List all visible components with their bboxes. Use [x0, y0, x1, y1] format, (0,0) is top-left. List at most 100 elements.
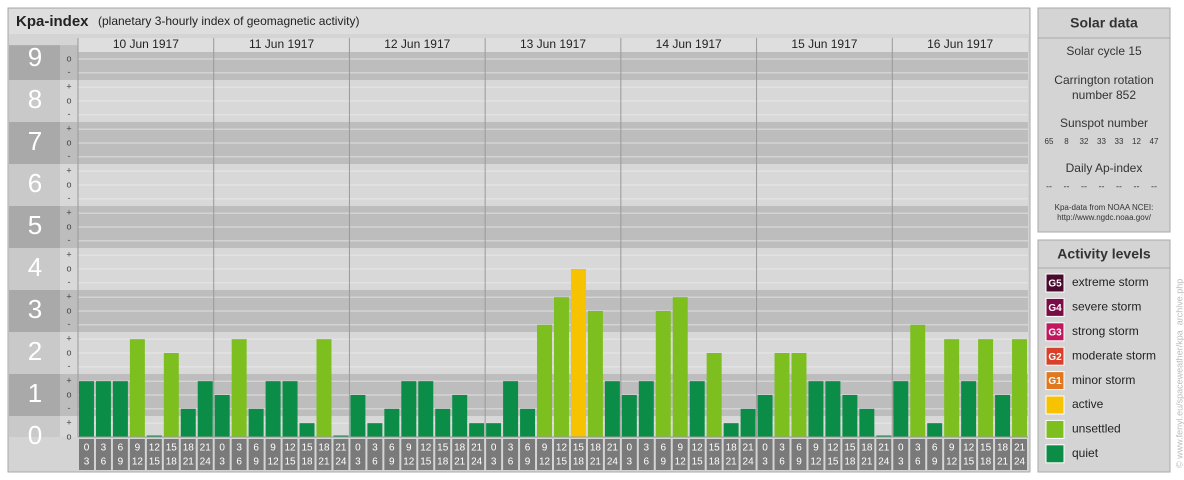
minor-tick-label: -	[68, 109, 71, 119]
hour-start: 9	[270, 443, 276, 454]
hour-start: 18	[318, 443, 330, 454]
y-tick-label: 1	[28, 378, 42, 408]
label-band	[9, 416, 60, 437]
minor-tick-label: +	[66, 166, 71, 176]
hour-end: 6	[779, 457, 785, 468]
day-label: 16 Jun 1917	[927, 37, 993, 51]
ap-value: --	[1046, 181, 1052, 191]
hour-start: 18	[997, 443, 1009, 454]
hour-end: 21	[590, 457, 602, 468]
hour-cell	[1012, 439, 1027, 470]
minor-tick-label: o	[66, 389, 71, 399]
sunspot-value: 12	[1132, 137, 1141, 146]
label-band	[9, 164, 60, 206]
minor-band	[60, 164, 78, 206]
level-swatch	[1045, 297, 1065, 317]
hour-start: 21	[1014, 443, 1026, 454]
hour-end: 12	[268, 457, 280, 468]
label-band	[9, 332, 60, 374]
hour-cell	[842, 439, 858, 470]
ap-value: --	[1099, 181, 1105, 191]
hour-cell	[893, 439, 909, 470]
y-tick-label: 7	[28, 126, 42, 156]
hour-cell	[180, 439, 196, 470]
hour-end: 21	[454, 457, 466, 468]
solar-panel	[1037, 7, 1171, 233]
sunspot-value: 33	[1097, 137, 1106, 146]
hour-end: 21	[861, 457, 873, 468]
bar	[435, 408, 451, 437]
label-band	[9, 80, 60, 122]
hour-cell	[248, 439, 264, 470]
carrington-number: number 852	[1072, 88, 1136, 102]
hour-start: 0	[898, 443, 904, 454]
hour-start: 12	[963, 443, 975, 454]
minor-tick-label: o	[66, 53, 71, 63]
hour-cell	[876, 439, 892, 470]
hour-cell	[129, 439, 145, 470]
bar	[333, 435, 349, 437]
level-label: severe storm	[1072, 300, 1141, 314]
hour-end: 12	[132, 457, 144, 468]
hour-end: 3	[355, 457, 361, 468]
hour-start: 3	[372, 443, 378, 454]
hour-start: 6	[932, 443, 938, 454]
hour-cell	[927, 439, 943, 470]
hour-cell	[689, 439, 705, 470]
hour-end: 24	[1014, 457, 1026, 468]
label-band	[9, 206, 60, 248]
minor-tick-label: -	[68, 235, 71, 245]
hour-start: 0	[219, 443, 225, 454]
y-tick-label: 4	[28, 252, 42, 282]
hour-start: 0	[84, 443, 90, 454]
minor-tick-label: +	[66, 376, 71, 386]
bar	[825, 381, 841, 437]
bar	[621, 395, 637, 437]
y-tick-label: 2	[28, 336, 42, 366]
day-header	[78, 38, 214, 52]
hour-end: 21	[318, 457, 330, 468]
hour-start: 3	[644, 443, 650, 454]
hour-start: 12	[827, 443, 839, 454]
hour-start: 15	[573, 443, 585, 454]
day-label: 11 Jun 1917	[249, 37, 314, 51]
hour-end: 6	[236, 457, 242, 468]
hour-end: 9	[118, 457, 124, 468]
minor-tick-label: +	[66, 334, 71, 344]
level-label: strong storm	[1072, 324, 1139, 338]
bar	[570, 269, 586, 437]
bar	[944, 339, 960, 437]
minor-tick-label: o	[66, 263, 71, 273]
minor-tick-label: +	[66, 124, 71, 134]
bar	[214, 395, 230, 437]
bar	[503, 381, 519, 437]
hour-end: 18	[437, 457, 449, 468]
bar	[1012, 339, 1027, 437]
level-swatch	[1045, 371, 1065, 391]
level-label: moderate storm	[1072, 348, 1156, 362]
hour-cell	[554, 439, 569, 470]
bar	[604, 381, 620, 437]
hour-cell	[163, 439, 179, 470]
hour-end: 18	[709, 457, 721, 468]
level-swatch	[1045, 444, 1065, 464]
hour-end: 24	[607, 457, 619, 468]
minor-tick-label: o	[66, 137, 71, 147]
day-header	[485, 38, 621, 52]
hour-start: 9	[406, 443, 412, 454]
minor-tick-label: +	[66, 82, 71, 92]
hour-end: 18	[844, 457, 856, 468]
minor-band	[60, 122, 78, 164]
ap-value: --	[1081, 181, 1087, 191]
bar	[740, 408, 756, 437]
hour-start: 6	[660, 443, 666, 454]
minor-tick-label: o	[66, 221, 71, 231]
bar	[893, 381, 909, 437]
bar	[418, 381, 434, 437]
hour-cell	[587, 439, 603, 470]
label-band	[9, 122, 60, 164]
minor-tick-label: -	[68, 403, 71, 413]
day-header	[349, 38, 486, 52]
y-tick-label: 8	[28, 84, 42, 114]
